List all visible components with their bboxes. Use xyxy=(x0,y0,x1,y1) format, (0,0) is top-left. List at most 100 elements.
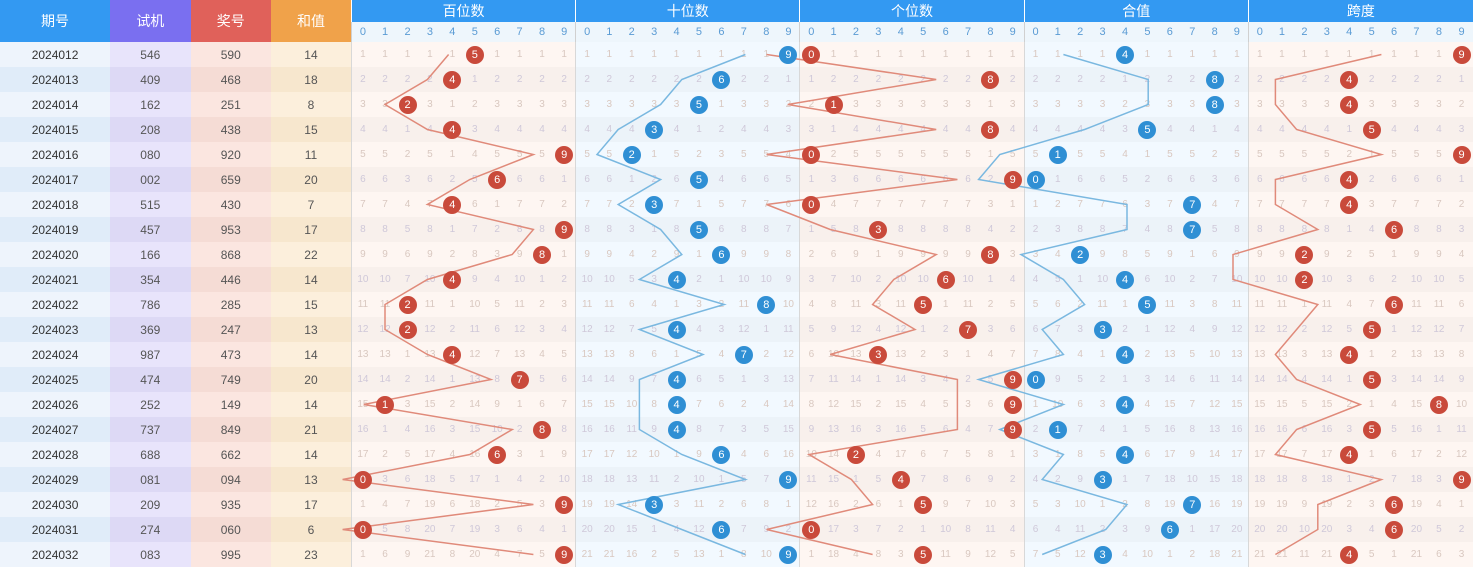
ball-red: 0 xyxy=(802,196,820,214)
trend-cell: 9 xyxy=(890,242,912,267)
trend-cell: 2 xyxy=(1338,242,1360,267)
trend-cell: 9 xyxy=(464,267,486,292)
header-digit: 8 xyxy=(755,22,777,42)
header-digit: 3 xyxy=(643,22,665,42)
trend-cell: 4 xyxy=(665,392,687,417)
trend-cell: 17 xyxy=(1316,442,1338,467)
trend-cell: 1 xyxy=(1091,342,1113,367)
trend-cell: 14 xyxy=(464,392,486,417)
trend-cell: 8 xyxy=(1203,67,1225,92)
trend-cell: 9 xyxy=(1316,242,1338,267)
trend-cell: 2 xyxy=(419,67,441,92)
trend-cell: 1 xyxy=(912,42,934,67)
ball-red: 2 xyxy=(1295,246,1313,264)
trend-cell: 6 xyxy=(890,167,912,192)
trend-cell: 8 xyxy=(531,417,553,442)
trend-cell: 3 xyxy=(867,217,889,242)
ball-red: 5 xyxy=(466,46,484,64)
trend-cell: 3 xyxy=(1069,92,1091,117)
trend-cell: 3 xyxy=(1114,517,1136,542)
trend-cell: 4 xyxy=(621,242,643,267)
trend-cell: 7 xyxy=(755,467,777,492)
ball-red: 9 xyxy=(1004,396,1022,414)
trend-cell: 2 xyxy=(1293,242,1315,267)
trend-cell: 1 xyxy=(688,242,710,267)
trend-cell: 2 xyxy=(1114,317,1136,342)
trend-cell: 1 xyxy=(755,317,777,342)
trend-cell: 5 xyxy=(576,142,598,167)
trend-cell: 19 xyxy=(1405,492,1427,517)
trend-cell: 6 xyxy=(1383,442,1405,467)
trend-cell: 19 xyxy=(576,492,598,517)
trend-cell: 8 xyxy=(688,417,710,442)
trend-cell: 1 xyxy=(1047,142,1069,167)
ball-red: 4 xyxy=(443,71,461,89)
trend-cell: 3 xyxy=(1024,92,1046,117)
trend-cell: 2 xyxy=(486,492,508,517)
ball-red: 3 xyxy=(869,221,887,239)
trend-cell: 16 xyxy=(576,417,598,442)
trend-cell: 6 xyxy=(1136,267,1158,292)
trend-cell: 10 xyxy=(621,392,643,417)
trend-cell: 1 xyxy=(1293,292,1315,317)
ball-blue: 4 xyxy=(1116,346,1134,364)
ball-blue: 9 xyxy=(779,46,797,64)
trend-cell: 15 xyxy=(351,392,373,417)
trend-cell: 7 xyxy=(486,342,508,367)
trend-cell: 2 xyxy=(1047,467,1069,492)
trend-cell: 4 xyxy=(890,467,912,492)
trend-cell: 8 xyxy=(979,67,1001,92)
trend-cell: 3 xyxy=(553,92,575,117)
trend-cell: 4 xyxy=(1002,517,1024,542)
ball-blue: 6 xyxy=(712,446,730,464)
header-digit: 8 xyxy=(1203,22,1225,42)
trend-cell: 2 xyxy=(1091,517,1113,542)
trend-cell: 18 xyxy=(822,542,844,567)
ball-red: 8 xyxy=(533,246,551,264)
trend-cell: 11 xyxy=(1091,292,1113,317)
trend-cell: 6 xyxy=(710,217,732,242)
trend-cell: 1 xyxy=(1159,542,1181,567)
trend-cell: 4 xyxy=(665,367,687,392)
trend-cell: 5 xyxy=(374,142,396,167)
trend-cell: 6 xyxy=(934,167,956,192)
trend-cell: 6 xyxy=(665,167,687,192)
trend-cell: 2 xyxy=(1114,492,1136,517)
trend-cell: 1 xyxy=(351,492,373,517)
trend-cell: 3 xyxy=(1226,92,1248,117)
trend-cell: 9 xyxy=(1136,517,1158,542)
trend-cell: 1 xyxy=(1091,42,1113,67)
cell-period: 2024015 xyxy=(0,117,110,142)
trend-cell: 4 xyxy=(934,117,956,142)
trend-cell: 4 xyxy=(800,292,822,317)
trend-cell: 5 xyxy=(845,142,867,167)
trend-cell: 1 xyxy=(441,367,463,392)
trend-cell: 3 xyxy=(1002,242,1024,267)
cell-shiji: 515 xyxy=(110,192,190,217)
cell-jiang: 935 xyxy=(191,492,271,517)
cell-he: 14 xyxy=(271,392,351,417)
trend-cell: 6 xyxy=(1383,167,1405,192)
trend-cell: 4 xyxy=(777,142,799,167)
trend-cell: 6 xyxy=(486,317,508,342)
trend-cell: 1 xyxy=(621,42,643,67)
trend-cell: 4 xyxy=(867,117,889,142)
trend-cell: 0 xyxy=(351,467,373,492)
trend-cell: 2 xyxy=(1069,292,1091,317)
cell-shiji: 162 xyxy=(110,92,190,117)
header-group-4: 跨度 xyxy=(1248,0,1473,22)
trend-cell: 7 xyxy=(934,442,956,467)
trend-cell: 5 xyxy=(733,467,755,492)
header-digit: 6 xyxy=(710,22,732,42)
trend-cell: 16 xyxy=(1159,417,1181,442)
trend-cell: 4 xyxy=(621,117,643,142)
cell-period: 2024013 xyxy=(0,67,110,92)
trend-cell: 3 xyxy=(1450,117,1473,142)
trend-cell: 14 xyxy=(419,367,441,392)
trend-cell: 5 xyxy=(665,142,687,167)
trend-cell: 5 xyxy=(1002,142,1024,167)
cell-period: 2024031 xyxy=(0,517,110,542)
trend-cell: 7 xyxy=(1181,492,1203,517)
trend-cell: 5 xyxy=(508,492,530,517)
trend-cell: 5 xyxy=(1293,142,1315,167)
